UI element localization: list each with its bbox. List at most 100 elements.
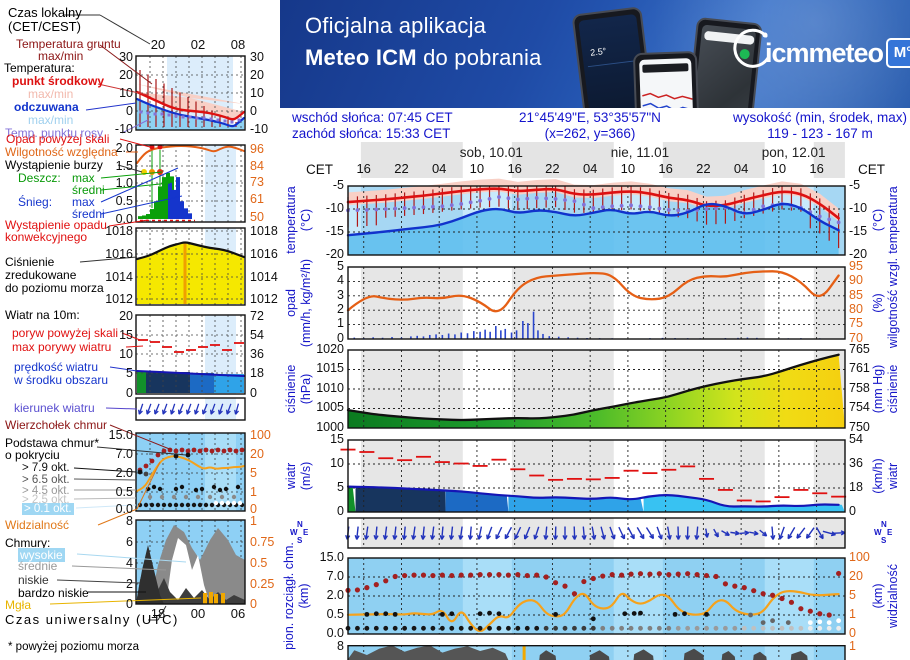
mini-utc-hour-label: 18 bbox=[150, 606, 166, 621]
legend-podstawa-2: o pokryciu bbox=[5, 448, 60, 462]
axis-tick: 5 bbox=[849, 588, 856, 602]
axis-tick: -15 bbox=[849, 224, 868, 238]
mini-axis-tick: 0.25 bbox=[250, 577, 275, 591]
mini-axis-tick: 0 bbox=[250, 502, 257, 516]
axis-title-wilgotnosc: (%) wilgotność wzgl. bbox=[871, 257, 900, 349]
legend-okt-45: > 4.5 okt. bbox=[22, 485, 70, 497]
altitude-label: wysokość (min, środek, max) bbox=[732, 110, 908, 125]
axis-title-wiatr-left: wiatr (m/s) bbox=[284, 461, 313, 491]
axis-tick: 1 bbox=[849, 607, 856, 621]
mini-axis-tick: 84 bbox=[250, 159, 264, 173]
banner-line2-rest: do pobrania bbox=[416, 45, 542, 70]
mini-axis-tick: 96 bbox=[250, 142, 264, 156]
mini-axis-tick: 10 bbox=[119, 86, 133, 100]
day-label: nie, 11.01 bbox=[610, 145, 670, 160]
mini-axis-tick: 1018 bbox=[105, 224, 133, 238]
phone-temp-text: 2.5° bbox=[589, 45, 607, 58]
hour-label: 22 bbox=[696, 161, 711, 176]
legend-czas-lokalny-1: Czas lokalny bbox=[8, 5, 82, 20]
mini-axis-tick: 8 bbox=[126, 514, 133, 528]
axis-tick: 0 bbox=[337, 504, 344, 518]
mini-axis-tick: 0 bbox=[250, 104, 257, 118]
axis-title-chmury: pion. rozciągł. chm. (km) bbox=[282, 542, 311, 650]
axis-tick: 15 bbox=[330, 432, 344, 446]
axis-tick: 70 bbox=[849, 331, 863, 345]
mini-utc-hour-label: 00 bbox=[190, 606, 206, 621]
app-promo-banner[interactable]: Oficjalna aplikacja Meteo ICM do pobrani… bbox=[280, 0, 910, 108]
axis-tick: -15 bbox=[325, 224, 344, 238]
day-label: pon, 12.01 bbox=[761, 145, 826, 160]
mini-axis-tick: 1 bbox=[250, 485, 257, 499]
legend-snieg-sredni: średni bbox=[72, 207, 105, 221]
axis-tick: 1000 bbox=[316, 420, 344, 434]
mini-axis-tick: 73 bbox=[250, 175, 264, 189]
legend-opad-skala: Opad powyżej skali bbox=[6, 132, 110, 146]
axis-tick: 761 bbox=[849, 361, 870, 375]
mini-axis-tick: -10 bbox=[114, 122, 133, 136]
hour-label: 16 bbox=[809, 161, 824, 176]
mini-axis-tick: 0.0 bbox=[115, 212, 133, 226]
mini-axis-tick: 30 bbox=[119, 50, 133, 64]
mini-axis-tick: 15.0 bbox=[108, 428, 133, 442]
mini-axis-tick: 5 bbox=[126, 366, 133, 380]
axis-tick: 0.0 bbox=[326, 626, 344, 640]
mini-axis-tick: 1 bbox=[250, 514, 257, 528]
mini-axis-tick: 36 bbox=[250, 347, 264, 361]
legend-snieg-max: max bbox=[72, 195, 95, 209]
axis-tick: -5 bbox=[849, 178, 861, 192]
legend-okt-79: > 7.9 okt. bbox=[22, 462, 70, 474]
mini-axis-tick: 5 bbox=[250, 466, 257, 480]
legend-deszcz-max: max bbox=[72, 171, 95, 185]
mini-axis-tick: 1012 bbox=[250, 292, 278, 306]
legend-footnote: * powyżej poziomu morza bbox=[8, 641, 140, 653]
axis-tick: 1020 bbox=[316, 342, 344, 356]
legend-wierzcholek: Wierzchołek chmur bbox=[5, 418, 108, 432]
axis-tick: 0 bbox=[337, 331, 344, 345]
axis-tick: -10 bbox=[849, 201, 868, 215]
axis-tick: 54 bbox=[849, 432, 863, 446]
axis-tick: 1010 bbox=[316, 381, 344, 395]
legend-cisnienie-1: Ciśnienie bbox=[5, 255, 55, 269]
axis-tick: 36 bbox=[849, 456, 863, 470]
hour-label: 04 bbox=[582, 161, 598, 176]
legend-predkosc-2: w środku obszaru bbox=[14, 373, 109, 387]
axis-tick: 4 bbox=[337, 273, 344, 287]
icmmeteo-logo-swoosh-icon bbox=[733, 28, 770, 68]
axis-tick: 1 bbox=[337, 316, 344, 330]
mini-hour-label: 08 bbox=[230, 37, 246, 52]
mini-axis-tick: 20 bbox=[119, 309, 133, 323]
icmmeteo-logo-text: icmmeteo bbox=[765, 38, 884, 68]
sunrise-time: wschód słońca: 07:45 CET bbox=[292, 110, 453, 125]
legend-bardzo-niskie: bardzo niskie bbox=[18, 586, 89, 600]
hour-label: 16 bbox=[507, 161, 522, 176]
mini-hour-label: 20 bbox=[150, 37, 166, 52]
axis-title-cisnienie-right: (mm Hg) ciśnienie bbox=[871, 364, 900, 414]
mini-axis-tick: 2.0 bbox=[115, 466, 133, 480]
mini-axis-tick: 1018 bbox=[250, 224, 278, 238]
legend-temperatura-gruntu: Temperatura gruntu bbox=[16, 37, 121, 51]
axis-tick: 5 bbox=[337, 480, 344, 494]
mini-axis-tick: 0 bbox=[250, 386, 257, 400]
mini-axis-tick: 20 bbox=[250, 447, 264, 461]
sunset-time: zachód słońca: 15:33 CET bbox=[292, 126, 451, 141]
legend-niskie: niskie bbox=[18, 573, 49, 587]
legend-predkosc-1: prędkość wiatru bbox=[14, 360, 99, 374]
banner-line2: Meteo ICM do pobrania bbox=[305, 45, 542, 71]
axis-tick: 765 bbox=[849, 342, 870, 356]
legend-srednie: średnie bbox=[18, 559, 58, 573]
axis-tick: 10 bbox=[330, 456, 344, 470]
mini-axis-tick: 1.0 bbox=[115, 176, 133, 190]
mini-axis-tick: 1016 bbox=[250, 247, 278, 261]
mini-axis-tick: 18 bbox=[250, 366, 264, 380]
legend-ps-maxmin: max/min bbox=[28, 87, 74, 101]
axis-tick: 2 bbox=[337, 302, 344, 316]
axis-tick: 0.5 bbox=[326, 607, 344, 621]
axis-tick: 100 bbox=[849, 550, 870, 564]
meteo-badge: M° bbox=[886, 38, 910, 68]
mini-hour-label: 02 bbox=[190, 37, 206, 52]
axis-tick: 758 bbox=[849, 381, 870, 395]
mini-axis-tick: 72 bbox=[250, 309, 264, 323]
axis-tick: 5 bbox=[337, 259, 344, 273]
hour-label: 16 bbox=[658, 161, 673, 176]
